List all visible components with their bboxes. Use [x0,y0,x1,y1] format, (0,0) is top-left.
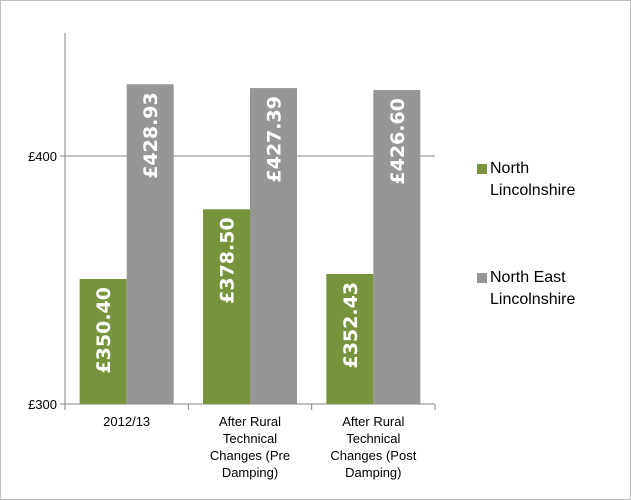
y-tick-label: £300 [28,397,57,412]
bar [373,90,421,405]
bar [203,209,250,404]
x-category-label-line: Technical [223,431,277,446]
bar [250,88,297,404]
bar-data-label: £350.40 [93,287,115,374]
x-category-label-line: Technical [346,431,400,446]
x-category-label: After Rural Technical Changes (Post Damping… [330,414,416,480]
x-category-label-line: Changes (Pre [210,448,290,463]
legend-label-line: North [490,160,529,177]
x-category-label-line: Damping) [345,465,401,480]
x-category-label-line: Changes (Post [330,448,416,463]
x-category-label-line: 2012/13 [103,414,150,429]
bar [126,84,174,404]
bar-data-label: £428.93 [140,92,162,179]
legend-label-line: North East [490,269,566,286]
x-category-label: After Rural Technical Changes (Pre Damping) [210,414,290,480]
legend-label-line: Lincolnshire [490,182,575,199]
x-category-label-line: Damping) [222,465,278,480]
bar [79,279,127,404]
x-category-label: 2012/13 [103,414,150,429]
y-tick-label: £400 [28,149,57,164]
x-category-label-line: After Rural [342,414,404,429]
legend-swatch [477,273,487,283]
legend-label: North East Lincolnshire [490,269,575,308]
bar-data-label: £378.50 [217,217,239,304]
legend-label: North Lincolnshire [490,160,575,199]
legend-label-line: Lincolnshire [490,291,575,308]
bar [326,273,374,404]
bar-data-label: £427.39 [264,96,286,183]
bar-data-label: £426.60 [387,98,409,185]
bar-data-label: £352.43 [340,282,362,369]
x-category-label-line: After Rural [219,414,281,429]
legend-swatch [477,164,487,174]
